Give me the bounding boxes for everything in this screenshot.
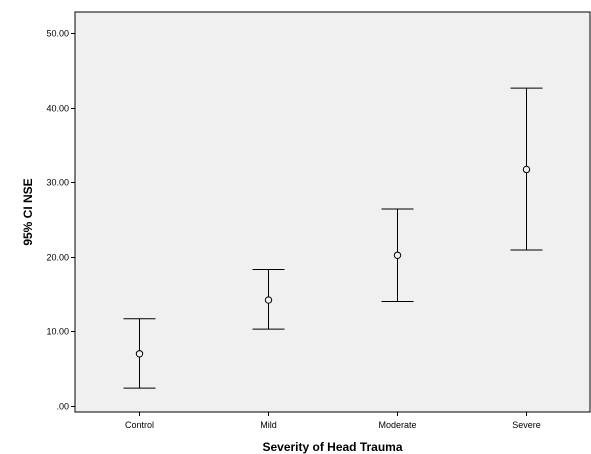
error-bars xyxy=(123,87,543,389)
y-tick-label: 30.00 xyxy=(46,178,69,188)
y-axis-ticks: .00 10.00 20.00 30.00 40.00 50.00 xyxy=(46,29,75,412)
mean-marker xyxy=(393,251,402,259)
y-tick-label: 40.00 xyxy=(46,104,69,114)
x-axis-ticks: Control Mild Moderate Severe xyxy=(125,412,541,430)
plot-area xyxy=(74,11,591,413)
mean-marker xyxy=(135,350,144,358)
x-axis-title: Severity of Head Trauma xyxy=(262,440,402,454)
mean-marker xyxy=(264,296,273,304)
x-tick-label: Severe xyxy=(512,420,541,430)
x-tick-label: Control xyxy=(125,420,154,430)
mean-marker xyxy=(522,165,531,174)
y-tick-label: .00 xyxy=(56,402,69,412)
y-tick-label: 20.00 xyxy=(46,253,69,263)
y-tick-label: 10.00 xyxy=(46,327,69,337)
y-axis-title: 95% CI NSE xyxy=(21,178,35,245)
x-tick-label: Mild xyxy=(260,420,277,430)
x-tick-label: Moderate xyxy=(378,420,416,430)
y-tick-label: 50.00 xyxy=(46,29,69,39)
